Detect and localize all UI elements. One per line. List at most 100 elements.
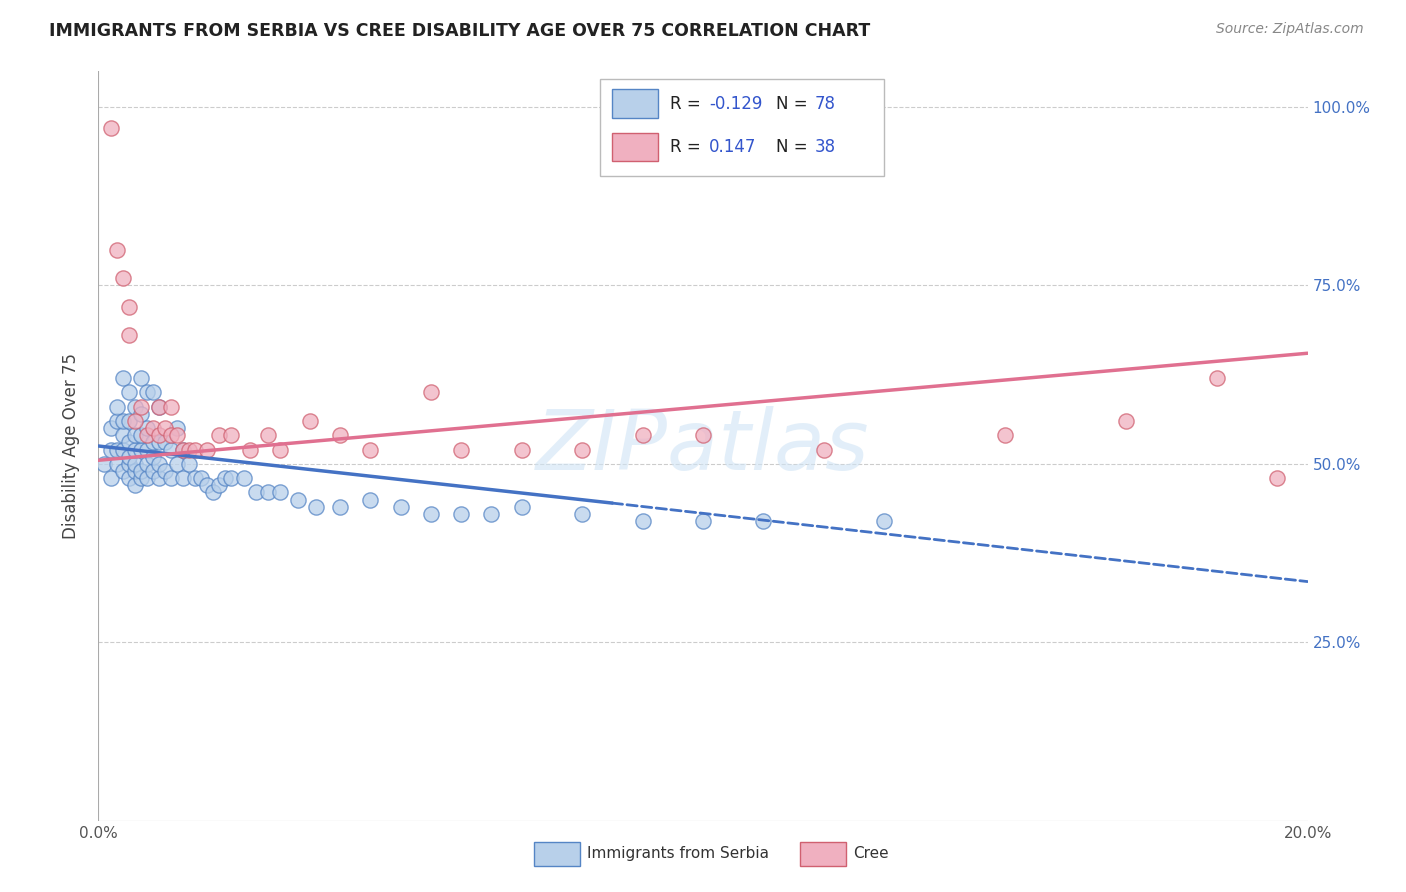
Point [153, 464, 176, 478]
Point [179, 442, 201, 457]
Point [208, 478, 231, 492]
Point [135, 421, 157, 435]
Point [111, 442, 134, 457]
Point [195, 478, 218, 492]
Text: 38: 38 [814, 138, 835, 156]
Point [994, 428, 1017, 442]
Point [100, 471, 122, 485]
Point [124, 464, 146, 478]
Text: R =: R = [671, 138, 706, 156]
Point [1115, 414, 1137, 428]
Point [873, 514, 896, 528]
Point [269, 485, 291, 500]
Point [148, 428, 170, 442]
Point [195, 442, 218, 457]
Point [172, 442, 194, 457]
FancyBboxPatch shape [800, 842, 845, 865]
Point [190, 471, 212, 485]
Point [135, 385, 157, 400]
Point [118, 435, 141, 450]
Point [111, 371, 134, 385]
Point [118, 414, 141, 428]
Point [111, 414, 134, 428]
Point [124, 442, 146, 457]
Point [142, 450, 165, 464]
Point [148, 400, 170, 414]
Point [631, 514, 654, 528]
Text: Cree: Cree [853, 847, 889, 861]
Point [118, 385, 141, 400]
Point [166, 457, 188, 471]
Point [105, 442, 128, 457]
Point [118, 328, 141, 343]
Point [153, 421, 176, 435]
Point [124, 414, 146, 428]
Point [179, 457, 201, 471]
Point [256, 485, 278, 500]
Point [135, 471, 157, 485]
Point [450, 442, 472, 457]
Point [148, 457, 170, 471]
Point [100, 442, 122, 457]
Point [202, 485, 225, 500]
Point [135, 442, 157, 457]
Point [269, 442, 291, 457]
Point [752, 514, 775, 528]
Point [1206, 371, 1229, 385]
FancyBboxPatch shape [613, 89, 658, 118]
Text: N =: N = [776, 138, 813, 156]
Point [160, 442, 183, 457]
Text: -0.129: -0.129 [709, 95, 762, 112]
Point [172, 442, 194, 457]
Point [420, 385, 443, 400]
Point [360, 442, 382, 457]
Point [184, 471, 207, 485]
Point [1267, 471, 1289, 485]
Point [111, 271, 134, 285]
Point [166, 421, 188, 435]
Point [510, 500, 533, 514]
Point [142, 385, 165, 400]
Point [100, 421, 122, 435]
Point [305, 500, 328, 514]
Point [571, 442, 593, 457]
Point [420, 507, 443, 521]
Text: 0.147: 0.147 [709, 138, 756, 156]
Point [118, 457, 141, 471]
Point [239, 442, 262, 457]
Point [135, 428, 157, 442]
Point [142, 435, 165, 450]
FancyBboxPatch shape [534, 842, 579, 865]
Point [148, 471, 170, 485]
Point [329, 428, 352, 442]
FancyBboxPatch shape [613, 133, 658, 161]
Point [105, 400, 128, 414]
Point [129, 464, 152, 478]
Text: ZIPatlas: ZIPatlas [536, 406, 870, 486]
Point [166, 428, 188, 442]
Point [389, 500, 412, 514]
Point [153, 435, 176, 450]
Point [118, 300, 141, 314]
Point [142, 464, 165, 478]
Point [221, 428, 243, 442]
Point [129, 400, 152, 414]
Point [287, 492, 309, 507]
Point [510, 442, 533, 457]
Text: N =: N = [776, 95, 813, 112]
Point [571, 507, 593, 521]
Point [148, 435, 170, 450]
Point [160, 471, 183, 485]
Point [692, 514, 714, 528]
Point [160, 428, 183, 442]
Point [245, 485, 267, 500]
Point [232, 471, 254, 485]
Point [124, 400, 146, 414]
Point [172, 471, 194, 485]
Point [93, 457, 115, 471]
FancyBboxPatch shape [600, 78, 884, 177]
Point [208, 428, 231, 442]
Point [129, 442, 152, 457]
Point [813, 442, 835, 457]
Point [142, 421, 165, 435]
